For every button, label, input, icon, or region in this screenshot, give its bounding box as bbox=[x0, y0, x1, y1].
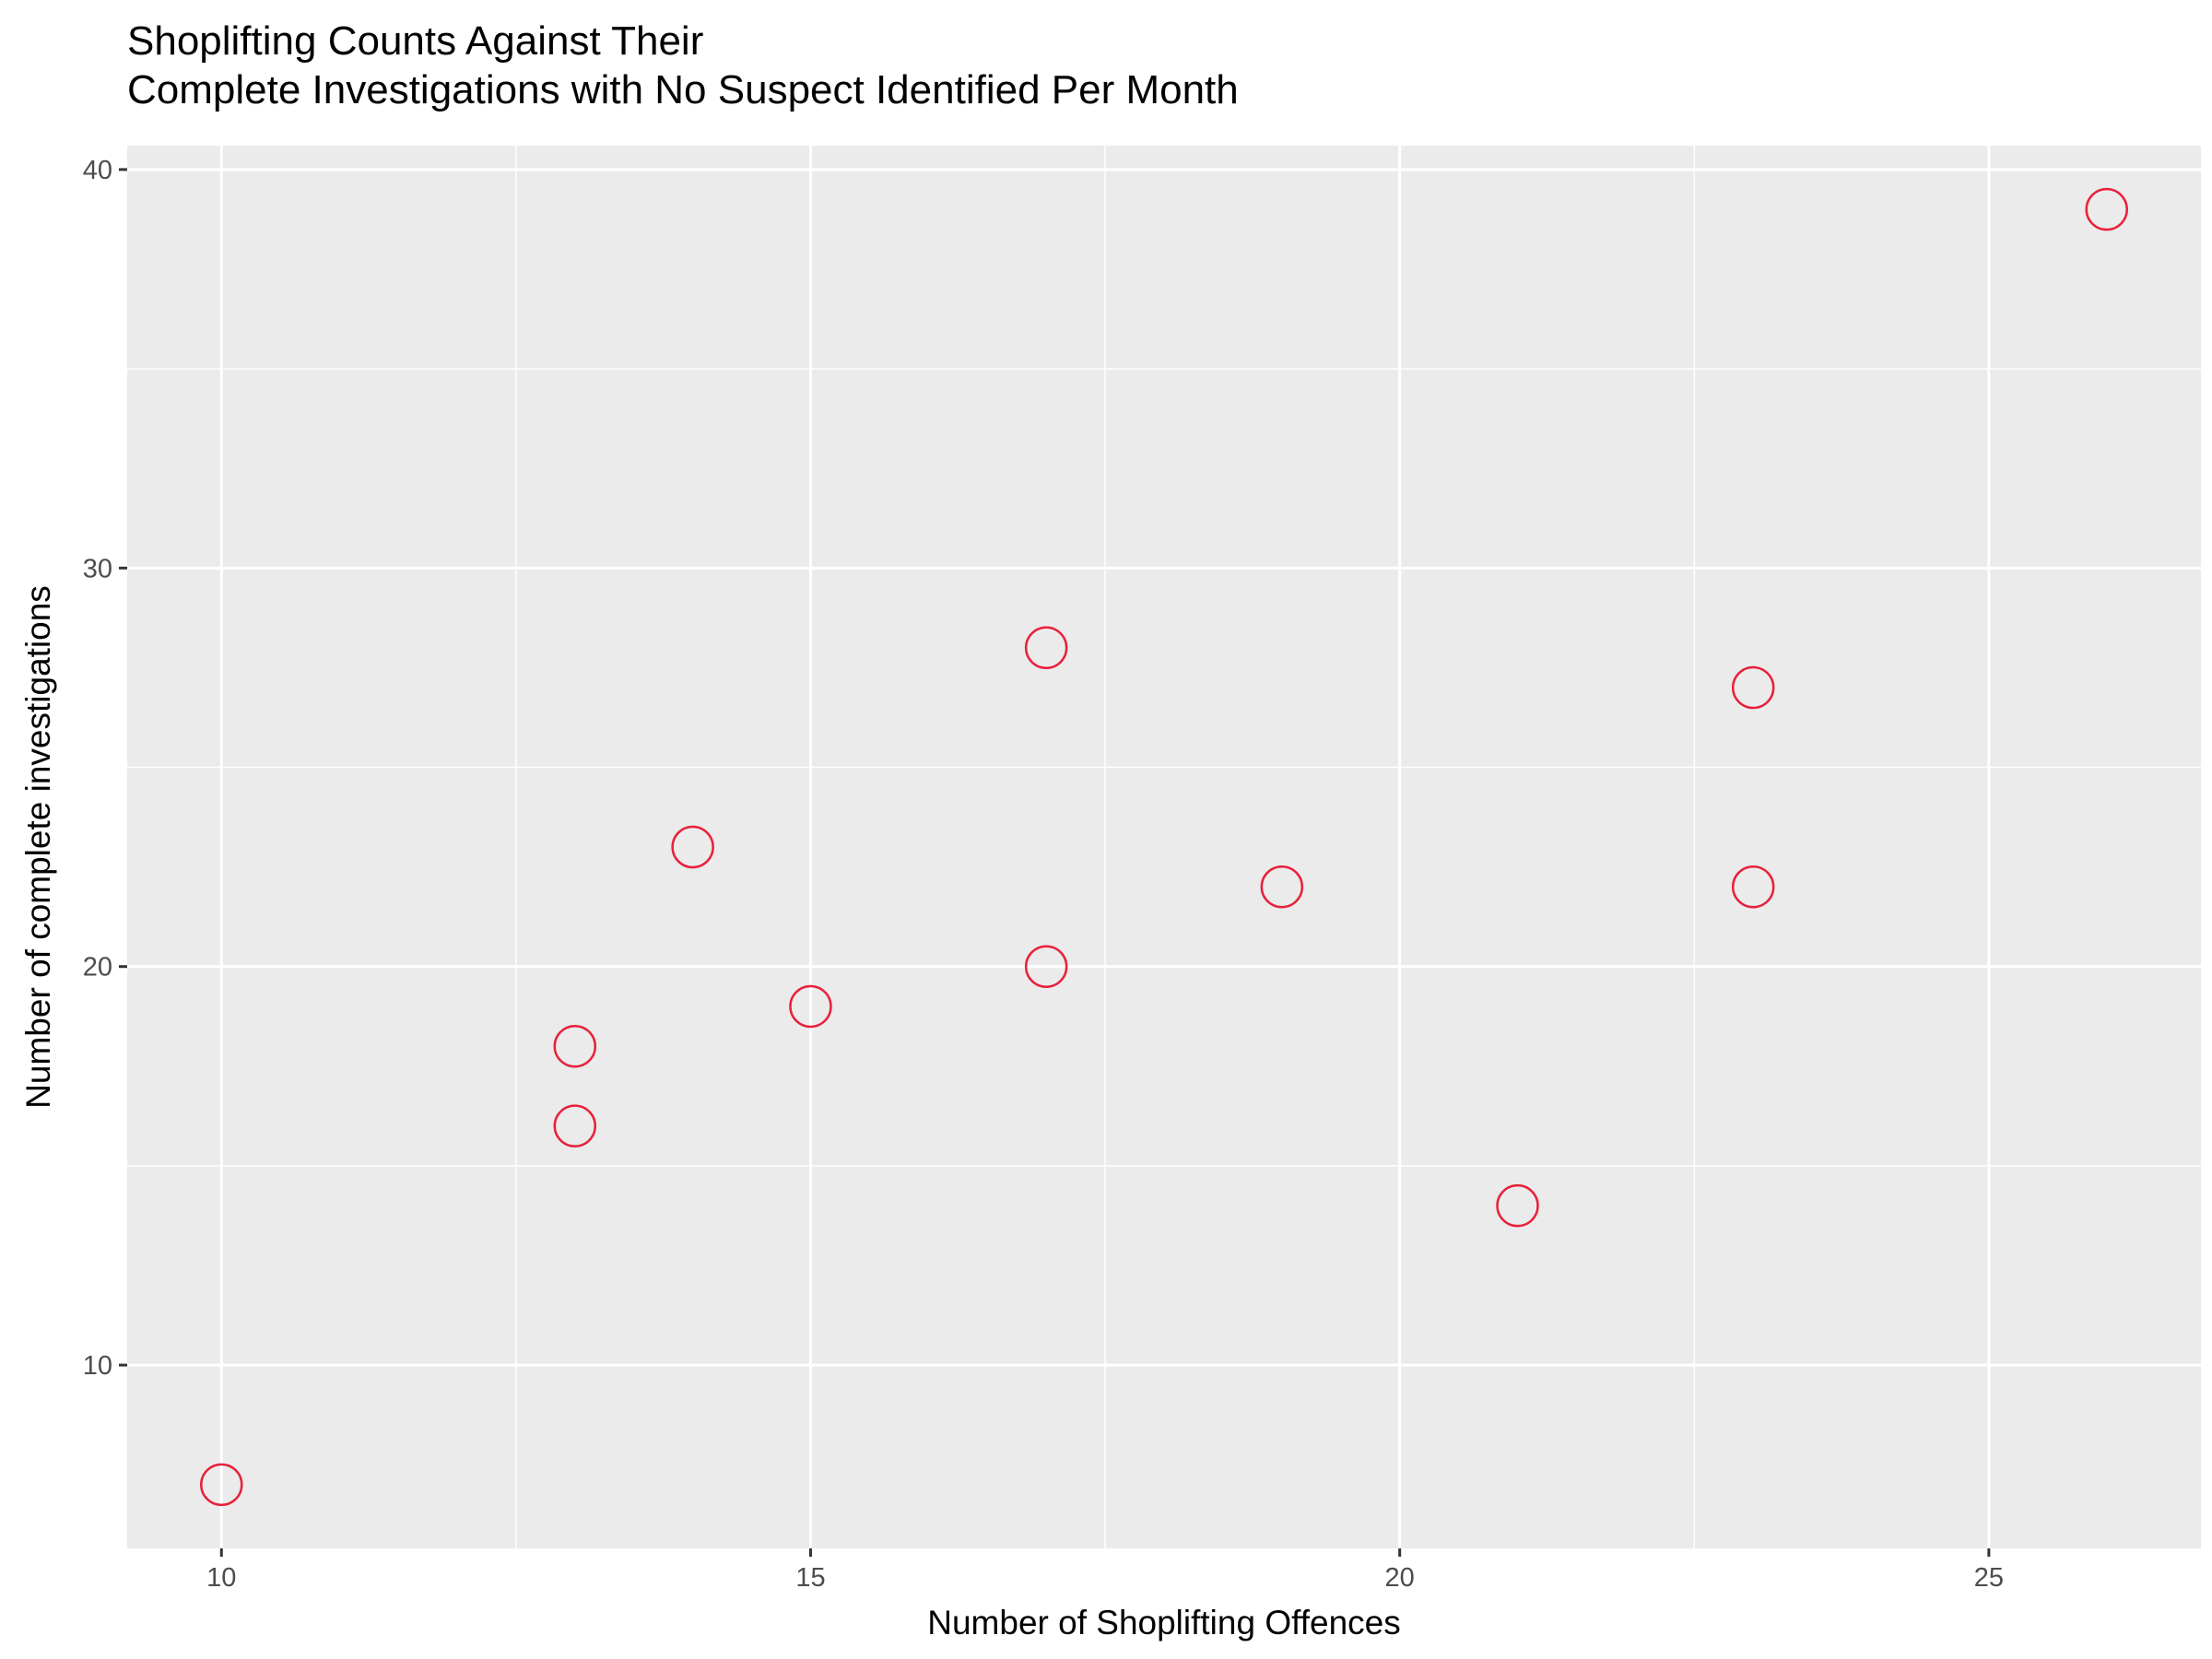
chart-title: Shoplifting Counts Against Their Complet… bbox=[127, 17, 1239, 114]
data-point bbox=[1024, 945, 1068, 988]
y-tick-label: 30 bbox=[83, 554, 112, 583]
x-axis: 10 15 20 25 bbox=[206, 1548, 2004, 1593]
x-tick-label: 20 bbox=[1385, 1563, 1415, 1593]
y-axis: 10 20 30 40 bbox=[83, 156, 127, 1381]
data-point bbox=[1260, 865, 1304, 909]
x-tick-label: 25 bbox=[1974, 1563, 2004, 1593]
x-tick-label: 10 bbox=[206, 1563, 236, 1593]
data-point bbox=[553, 1024, 597, 1068]
chart-title-line-2: Complete Investigations with No Suspect … bbox=[127, 67, 1239, 112]
data-point bbox=[1496, 1183, 1539, 1228]
y-tick-label: 10 bbox=[83, 1351, 112, 1381]
data-point bbox=[1024, 626, 1068, 670]
y-axis-title: Number of complete investigations bbox=[19, 585, 57, 1109]
chart-title-line-1: Shoplifting Counts Against Their bbox=[127, 18, 704, 64]
data-point bbox=[553, 1104, 597, 1147]
data-point bbox=[200, 1463, 243, 1507]
x-axis-title: Number of Shoplifting Offences bbox=[927, 1604, 1400, 1641]
y-tick-label: 20 bbox=[83, 953, 112, 982]
data-point bbox=[789, 984, 832, 1029]
data-point bbox=[671, 825, 714, 869]
plot-panel bbox=[127, 146, 2201, 1548]
minor-gridlines bbox=[127, 146, 2201, 1548]
major-gridlines bbox=[127, 146, 2201, 1548]
data-point bbox=[1731, 865, 1775, 909]
data-points bbox=[200, 187, 2128, 1507]
data-point bbox=[1731, 665, 1775, 710]
y-tick-label: 40 bbox=[83, 156, 112, 185]
x-tick-label: 15 bbox=[795, 1563, 825, 1593]
data-point bbox=[2085, 187, 2128, 231]
